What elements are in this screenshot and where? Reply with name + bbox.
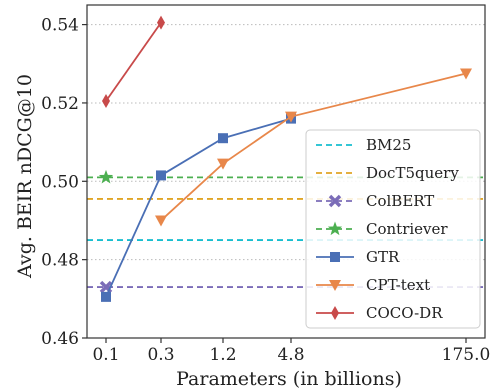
y-tick-label: 0.52 — [41, 94, 79, 114]
point-gtr — [218, 133, 228, 144]
series-lines — [101, 15, 472, 302]
marker-contriever — [98, 169, 114, 184]
y-tick-label: 0.54 — [41, 16, 79, 36]
y-tick-label: 0.48 — [41, 251, 79, 271]
legend-marker-coco-dr — [331, 306, 339, 320]
legend-label-cpt-text: CPT-text — [366, 276, 430, 294]
x-tick-label: 1.2 — [209, 345, 236, 365]
y-tick-label: 0.46 — [41, 329, 79, 349]
line-gtr — [105, 117, 292, 298]
legend-label-doct5query: DocT5query — [366, 164, 459, 182]
point-cpt-text — [217, 158, 229, 170]
y-axis-ticks: 0.46 0.48 0.50 0.52 0.54 — [41, 16, 87, 349]
point-coco-dr — [157, 15, 165, 30]
point-gtr — [156, 170, 166, 181]
legend-label-colbert: ColBERT — [366, 192, 434, 210]
legend-label-bm25: BM25 — [366, 136, 411, 154]
legend-box — [305, 129, 481, 329]
x-axis-label: Parameters (in billions) — [176, 368, 402, 390]
y-tick-label: 0.50 — [41, 172, 79, 192]
legend-marker-cpt-text — [329, 280, 341, 291]
legend-marker-colbert — [328, 194, 342, 208]
legend-marker-contriever — [327, 221, 343, 236]
x-axis-ticks: 0.1 0.3 1.2 4.8 175.0 — [92, 338, 490, 365]
point-gtr — [101, 291, 111, 302]
line-coco-dr — [105, 22, 162, 102]
x-tick-label: 0.1 — [92, 345, 119, 365]
x-tick-label: 4.8 — [277, 345, 304, 365]
legend: BM25 DocT5query ColBERT Contriever GTR CPT-te… — [305, 129, 481, 329]
legend-label-contriever: Contriever — [366, 220, 448, 238]
point-cpt-text — [155, 215, 167, 227]
point-coco-dr — [102, 93, 110, 108]
point-cpt-text — [285, 111, 297, 123]
x-tick-label: 0.3 — [147, 345, 174, 365]
legend-marker-gtr — [330, 252, 340, 262]
y-axis-label: Avg. BEIR nDCG@10 — [14, 74, 36, 279]
x-tick-label: 175.0 — [442, 345, 491, 365]
legend-label-gtr: GTR — [366, 248, 400, 266]
legend-label-coco-dr: COCO-DR — [366, 304, 443, 322]
plot-frame — [86, 4, 486, 339]
line-cpt-text — [160, 72, 467, 222]
legend-marker-colbert-shape — [328, 194, 342, 208]
point-cpt-text — [460, 68, 472, 80]
